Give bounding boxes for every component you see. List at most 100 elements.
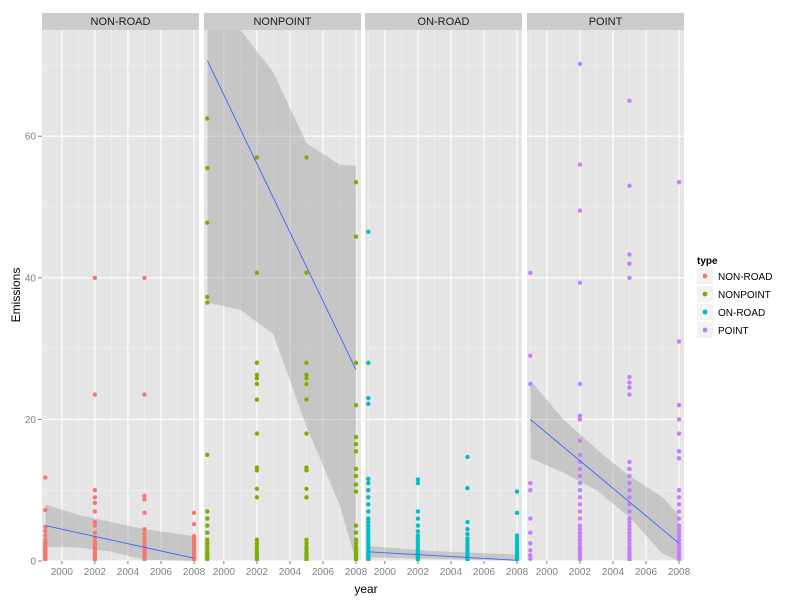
data-point <box>254 537 260 542</box>
data-point <box>304 376 309 381</box>
data-point <box>577 523 583 528</box>
data-point <box>366 519 371 525</box>
data-point <box>254 155 260 160</box>
data-point <box>205 452 210 457</box>
data-point <box>43 507 48 513</box>
data-point <box>514 489 520 494</box>
data-point <box>353 360 359 365</box>
data-point <box>577 516 583 521</box>
data-point <box>415 516 421 521</box>
y-tick-label: 40 <box>25 273 37 284</box>
data-point <box>205 516 210 521</box>
x-tick-label: 2000 <box>536 567 559 578</box>
data-point <box>577 541 583 546</box>
confidence-band <box>45 504 194 561</box>
data-point <box>627 480 632 486</box>
data-point <box>366 516 371 521</box>
data-point <box>205 294 210 300</box>
confidence-band <box>207 30 356 561</box>
trend-line <box>206 60 357 371</box>
data-point <box>205 541 210 546</box>
data-point <box>353 180 359 185</box>
data-point <box>577 495 583 500</box>
x-tick-label: 2002 <box>246 567 269 578</box>
facet-panel-point: POINT 2000 2002 2004 2006 2008 <box>527 13 691 578</box>
data-point <box>304 465 309 470</box>
data-point <box>353 541 359 546</box>
data-point <box>627 275 632 280</box>
data-point <box>577 438 583 443</box>
data-point <box>254 270 260 276</box>
x-tick-label: 2008 <box>506 567 529 578</box>
facet-strip <box>365 13 522 30</box>
data-point <box>92 275 98 280</box>
legend-key-point <box>702 273 708 279</box>
data-point <box>415 509 421 514</box>
data-point <box>92 500 98 506</box>
trend-line <box>368 551 518 561</box>
data-point <box>528 480 533 486</box>
data-point <box>142 538 147 544</box>
data-point <box>142 493 147 499</box>
data-point <box>465 519 470 525</box>
data-point <box>627 252 632 257</box>
data-point <box>577 61 583 67</box>
data-point <box>514 510 520 516</box>
data-point <box>43 475 48 480</box>
data-point <box>304 495 309 500</box>
data-point <box>205 116 210 121</box>
data-point <box>304 381 309 387</box>
panel-background <box>42 30 199 561</box>
panel-background <box>527 30 684 561</box>
data-point <box>304 486 309 491</box>
data-point <box>627 385 632 390</box>
data-point <box>191 510 197 516</box>
data-point <box>676 456 682 461</box>
y-tick-label: 60 <box>25 132 37 143</box>
data-point <box>43 537 48 542</box>
data-point <box>366 523 371 528</box>
x-tick-label: 2000 <box>374 567 397 578</box>
data-point <box>353 482 359 487</box>
data-point <box>353 234 359 239</box>
legend-key-point <box>702 291 708 297</box>
x-tick-label: 2004 <box>279 567 302 578</box>
data-point <box>415 523 421 528</box>
x-tick-label: 2006 <box>150 567 173 578</box>
data-point <box>366 476 371 482</box>
data-point <box>577 502 583 507</box>
facet-strip-label: ON-ROAD <box>418 16 470 28</box>
data-point <box>366 395 371 401</box>
data-point <box>92 523 98 528</box>
data-point <box>353 544 359 550</box>
data-point <box>92 519 98 525</box>
data-point <box>304 537 309 542</box>
data-point <box>353 434 359 440</box>
data-point <box>353 403 359 408</box>
data-point <box>465 536 470 541</box>
facet-panels: NON-ROAD 2000 2002 2004 2006 2008 NONPOINT 2000… <box>42 13 691 578</box>
data-point <box>254 431 260 436</box>
data-point <box>627 374 632 380</box>
y-tick-label: 20 <box>25 415 37 426</box>
data-point <box>577 544 583 550</box>
data-point <box>205 530 210 535</box>
data-point <box>676 488 682 493</box>
data-point <box>577 473 583 479</box>
data-point <box>415 529 421 534</box>
facet-panel-nonpoint: NONPOINT 2000 2002 2004 2006 2008 <box>204 13 368 578</box>
data-point <box>304 541 309 546</box>
data-point <box>304 270 309 276</box>
data-point <box>92 488 98 493</box>
data-point <box>254 397 260 402</box>
data-point <box>254 486 260 491</box>
data-point <box>366 360 371 365</box>
data-point <box>528 381 533 387</box>
data-point <box>142 275 147 280</box>
facet-strip-label: NONPOINT <box>253 16 311 28</box>
data-point <box>465 485 470 491</box>
data-point <box>577 413 583 419</box>
data-point <box>627 98 632 104</box>
data-point <box>205 544 210 550</box>
